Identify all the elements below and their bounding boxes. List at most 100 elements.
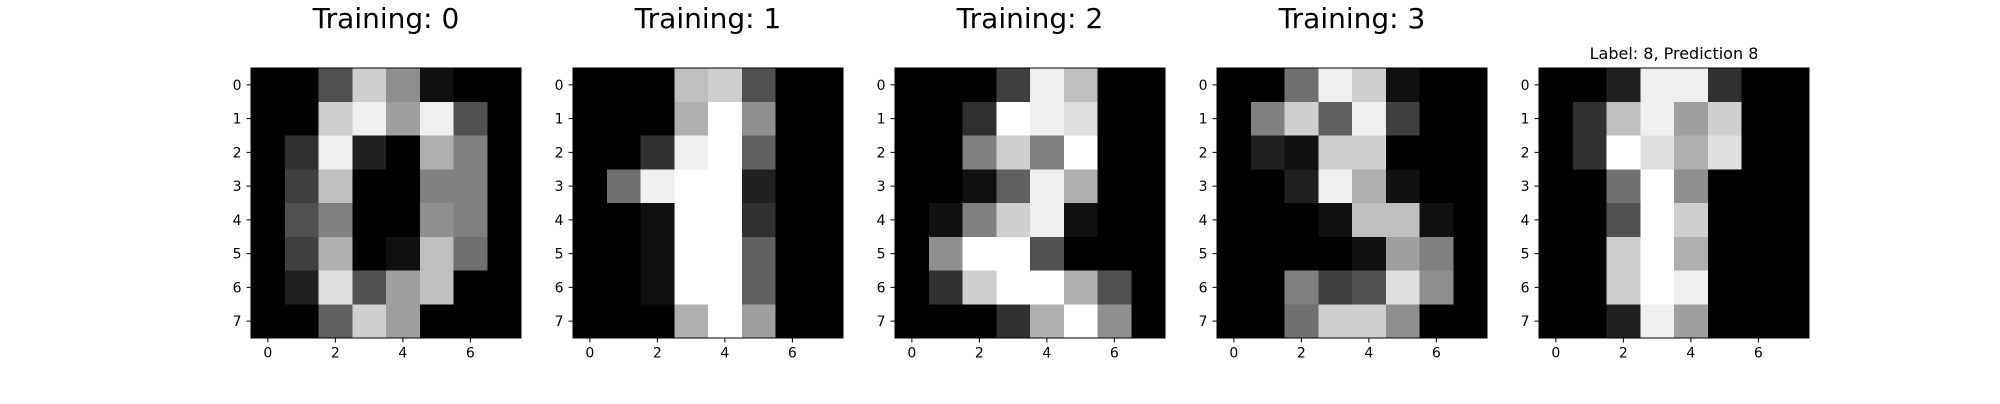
pixel-cell (1606, 101, 1641, 137)
y-tick-label: 6 (1199, 280, 1208, 296)
pixel-cell (1385, 101, 1421, 137)
y-tick-label: 1 (233, 112, 242, 128)
pixel-cell (1250, 101, 1286, 137)
y-tick-label: 5 (1199, 247, 1208, 263)
x-tick-label: 6 (788, 346, 797, 362)
pixel-cell (1284, 169, 1319, 204)
pixel-cell (1030, 135, 1065, 170)
pixel-cell (1063, 169, 1099, 204)
pixel-cell (1385, 236, 1421, 272)
pixel-cell (1097, 135, 1132, 170)
panel-4: Label: 8, Prediction 8 0 2 4 6 0 1 2 3 4 5 6 7 (1521, 44, 1810, 362)
y-tick-label: 0 (555, 78, 564, 94)
pixel-cell (318, 304, 353, 339)
pixel-cell (775, 203, 810, 238)
y-tick-label: 4 (877, 213, 886, 229)
pixel-cell (386, 169, 421, 204)
pixel-cell (775, 304, 810, 339)
pixel-cell (741, 304, 777, 339)
pixel-cell (1775, 169, 1810, 204)
pixel-cell (606, 304, 642, 339)
pixel-cell (1640, 101, 1675, 137)
pixel-cell (1674, 203, 1709, 238)
pixel-cell (352, 203, 387, 238)
pixel-cell (1318, 169, 1353, 204)
pixel-cell (1385, 203, 1421, 238)
pixel-cell (1352, 101, 1387, 137)
pixel-cell (640, 236, 675, 272)
pixel-cell (1453, 169, 1488, 204)
pixel-cell (1352, 203, 1387, 238)
pixel-cell (487, 169, 522, 204)
pixel-cell (352, 169, 387, 204)
pixel-cell (809, 304, 844, 339)
x-tick-label: 0 (907, 346, 916, 362)
plot-frame (1216, 67, 1488, 339)
pixel-cell (1707, 270, 1743, 305)
pixel-cell (640, 304, 675, 339)
pixel-cell (1707, 236, 1743, 272)
y-tick-label: 3 (1199, 179, 1208, 195)
pixel-cell (1131, 68, 1166, 103)
pixel-cell (1284, 270, 1319, 305)
pixel-cell (1419, 236, 1454, 272)
pixel-cell (1097, 203, 1132, 238)
x-tick-label: 6 (1432, 346, 1441, 362)
pixel-cell (1741, 68, 1776, 103)
y-tick-label: 2 (555, 145, 564, 161)
pixel-cell (996, 270, 1031, 305)
pixel-cell (928, 135, 964, 170)
pixel-cell (708, 203, 743, 238)
pixel-cell (251, 101, 286, 137)
pixel-cell (1674, 101, 1709, 137)
pixel-cell (1453, 304, 1488, 339)
pixel-cell (928, 304, 964, 339)
pixel-cell (318, 270, 353, 305)
pixel-cell (1707, 304, 1743, 339)
pixel-cell (573, 203, 608, 238)
pixel-cell (809, 135, 844, 170)
pixel-cell (741, 236, 777, 272)
pixel-cell (1606, 304, 1641, 339)
pixel-cell (453, 236, 488, 272)
pixel-cell (809, 203, 844, 238)
pixel-cell (1284, 236, 1319, 272)
pixel-cell (1572, 236, 1608, 272)
pixel-cell (1097, 68, 1132, 103)
pixel-cell (1284, 304, 1319, 339)
pixel-cell (251, 304, 286, 339)
pixel-cell (573, 236, 608, 272)
pixel-cell (1284, 68, 1319, 103)
pixel-cell (1318, 203, 1353, 238)
pixel-cell (1707, 101, 1743, 137)
pixel-cell (284, 304, 320, 339)
pixel-cell (1217, 101, 1252, 137)
pixel-cell (1030, 68, 1065, 103)
pixel-cell (1539, 101, 1574, 137)
pixel-cell (453, 304, 488, 339)
y-tick-label: 5 (233, 247, 242, 263)
panel-title: Training: 2 (956, 2, 1104, 35)
pixel-cell (1385, 68, 1421, 103)
pixel-cell (674, 68, 709, 103)
plot-frame (894, 67, 1166, 339)
pixel-cell (996, 304, 1031, 339)
pixel-cell (775, 135, 810, 170)
pixel-cell (674, 304, 709, 339)
pixel-cell (674, 101, 709, 137)
y-tick-label: 1 (877, 112, 886, 128)
x-tick-label: 2 (1619, 346, 1628, 362)
y-tick-label: 7 (233, 314, 242, 330)
pixel-cell (318, 68, 353, 103)
pixel-cell (1250, 304, 1286, 339)
pixel-cell (1606, 270, 1641, 305)
pixel-cell (352, 304, 387, 339)
pixel-cell (1674, 135, 1709, 170)
x-tick-label: 0 (1229, 346, 1238, 362)
pixel-cell (1030, 101, 1065, 137)
pixel-cell (1030, 270, 1065, 305)
pixel-cell (1539, 304, 1574, 339)
pixel-cell (386, 135, 421, 170)
pixel-cell (809, 270, 844, 305)
